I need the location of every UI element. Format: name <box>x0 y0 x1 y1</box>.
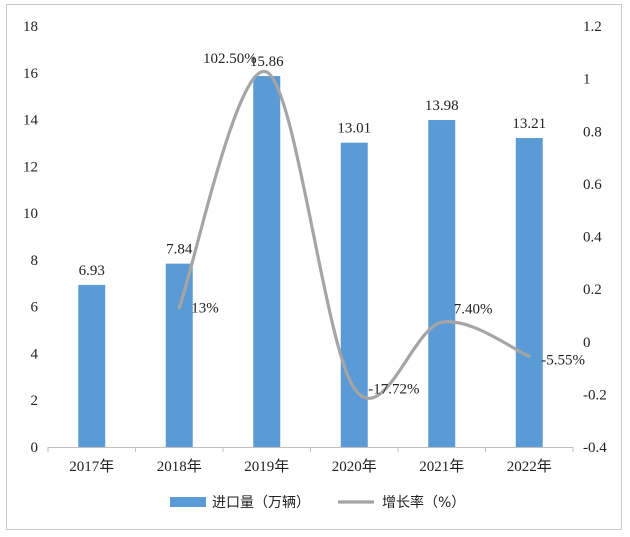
bar-value-label: 6.93 <box>79 263 105 279</box>
bar-value-label: 13.98 <box>425 98 459 114</box>
y-right-tick-label: -0.4 <box>583 440 607 456</box>
bar-value-label: 7.84 <box>166 242 193 258</box>
legend-label-line: 增长率（%） <box>382 494 465 511</box>
bar <box>78 284 106 447</box>
line-value-label: -5.55% <box>541 352 585 368</box>
legend: 进口量（万辆） 增长率（%） <box>170 494 465 511</box>
legend-label-bar: 进口量（万辆） <box>212 495 310 511</box>
bar <box>340 142 368 447</box>
y-left-tick-label: 4 <box>31 346 39 362</box>
y-right-tick-label: 0.6 <box>583 177 602 193</box>
y-left-tick-label: 2 <box>31 393 39 409</box>
y-left-tick-label: 0 <box>31 440 39 456</box>
bar <box>253 76 281 448</box>
bar-value-label: 15.86 <box>250 54 284 70</box>
y-left-tick-label: 16 <box>23 66 39 82</box>
bar-value-label: 13.01 <box>337 121 371 137</box>
x-tick-label: 2021年 <box>419 458 464 475</box>
axes: 2017年 2018年 2019年 2020年 2021年 2022年0246810121… <box>23 19 607 475</box>
line-value-label: 13% <box>191 301 219 317</box>
y-right-tick-label: 1.2 <box>583 19 602 35</box>
y-right-tick-label: 0.4 <box>583 230 602 246</box>
line-value-label: 7.40% <box>454 301 493 317</box>
line-value-label: 102.50% <box>203 51 257 67</box>
y-left-tick-label: 18 <box>23 19 38 35</box>
y-right-tick-label: -0.2 <box>583 387 607 403</box>
x-tick-label: 2019年 <box>244 458 289 475</box>
x-tick-label: 2018年 <box>157 458 202 475</box>
x-tick-label: 2020年 <box>332 458 377 475</box>
line-value-label: -17.72% <box>368 381 419 397</box>
y-right-tick-label: 0.2 <box>583 282 602 298</box>
bar-value-label: 13.21 <box>512 116 546 132</box>
data-labels: 6.93 7.84 15.86 13.01 13.98 13.21 13% 102.50% -1… <box>79 51 585 397</box>
x-tick-label: 2022年 <box>507 458 552 475</box>
y-left-tick-label: 12 <box>23 159 38 175</box>
bar <box>428 120 456 448</box>
growth-rate-line <box>177 70 531 400</box>
bar-series <box>78 76 543 448</box>
y-right-tick-label: 0.8 <box>583 124 602 140</box>
y-right-tick-label: 0 <box>583 335 591 351</box>
y-left-tick-label: 8 <box>31 253 39 269</box>
y-right-tick-label: 1 <box>583 72 591 88</box>
bar <box>515 138 543 447</box>
x-tick-label: 2017年 <box>69 458 114 475</box>
y-left-tick-label: 6 <box>31 300 39 316</box>
legend-swatch-bar <box>170 497 206 507</box>
bar <box>165 263 193 447</box>
y-left-tick-label: 10 <box>23 206 38 222</box>
y-left-tick-label: 14 <box>23 113 39 129</box>
line-series <box>177 70 531 400</box>
